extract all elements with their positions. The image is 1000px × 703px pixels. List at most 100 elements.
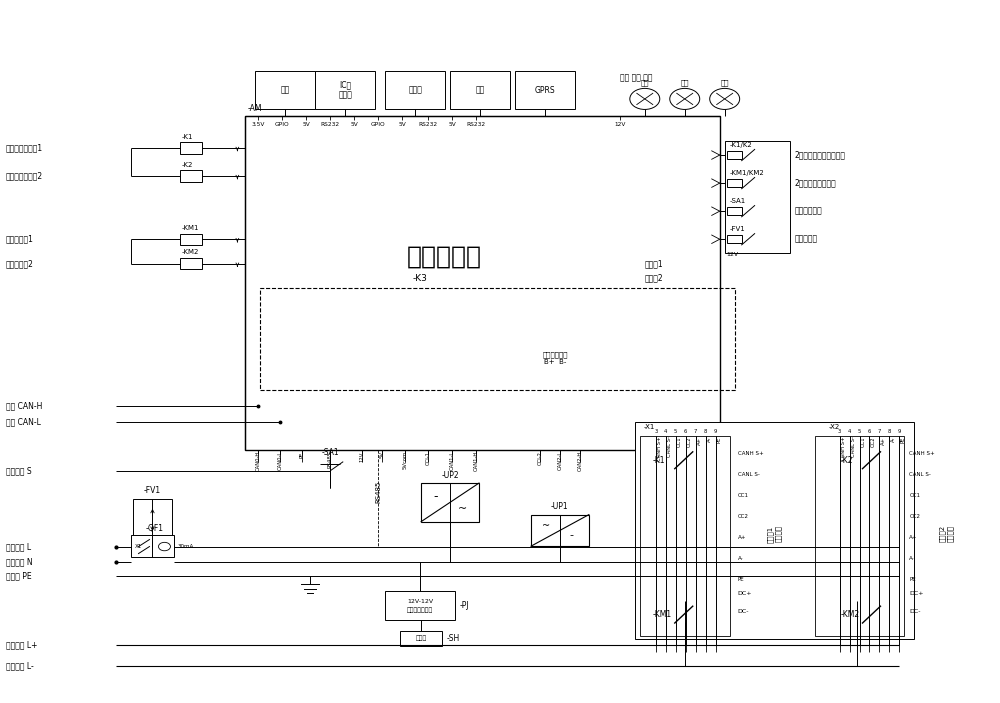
Bar	[255, 71, 315, 110]
Bar	[385, 71, 445, 110]
Text: -KM2: -KM2	[841, 610, 860, 619]
Text: PE: PE	[738, 577, 744, 582]
Text: -FV1: -FV1	[144, 486, 161, 496]
Text: 充电口1
输出插座: 充电口1 输出插座	[768, 525, 782, 543]
Bar	[180, 171, 202, 181]
Text: 9: 9	[714, 430, 717, 434]
Text: -X1: -X1	[644, 424, 655, 430]
Text: 5V: 5V	[302, 122, 310, 127]
Text: A-: A-	[909, 556, 915, 561]
Text: CCI-2: CCI-2	[537, 451, 542, 465]
Text: 3: 3	[838, 430, 841, 434]
Text: 智能控制器: 智能控制器	[407, 245, 482, 269]
Text: A+: A+	[909, 535, 918, 540]
Text: X1: X1	[135, 544, 142, 549]
Text: 5: 5	[674, 430, 677, 434]
Text: 液晶: 液晶	[281, 86, 290, 95]
Text: CANH S+: CANH S+	[841, 437, 846, 461]
Text: PE: PE	[909, 577, 916, 582]
Text: 4: 4	[848, 430, 851, 434]
Text: -AM: -AM	[247, 104, 262, 113]
Text: GPIO: GPIO	[275, 122, 290, 127]
Bar	[385, 591, 455, 619]
Text: 直流接触器2: 直流接触器2	[6, 259, 34, 269]
Text: CC1: CC1	[909, 493, 920, 498]
Text: CAN0-H: CAN0-H	[256, 451, 261, 472]
Text: 8: 8	[704, 430, 707, 434]
Text: 充电口2
输出插座: 充电口2 输出插座	[939, 525, 953, 543]
Text: 防雷器回采: 防雷器回采	[795, 235, 818, 244]
Text: 直流接触器1: 直流接触器1	[6, 235, 34, 244]
Bar	[664, 449, 711, 619]
Text: -SA1: -SA1	[321, 448, 339, 457]
Bar	[245, 117, 720, 450]
Text: RS485: RS485	[375, 481, 381, 503]
Text: 电源 充电 故障: 电源 充电 故障	[620, 74, 652, 83]
Text: 急停控制 S: 急停控制 S	[6, 466, 31, 475]
Text: PE: PE	[900, 437, 905, 443]
Text: 直流正极 L+: 直流正极 L+	[6, 640, 37, 650]
Text: CAN1-L: CAN1-L	[450, 451, 455, 470]
Text: CC2: CC2	[909, 514, 920, 519]
Bar	[515, 71, 575, 110]
Bar	[727, 151, 742, 160]
Text: 电池兼性确认
B+  B-: 电池兼性确认 B+ B-	[542, 352, 568, 366]
Text: DC+: DC+	[738, 591, 752, 596]
Text: CC2: CC2	[738, 514, 749, 519]
Text: A+: A+	[880, 437, 885, 444]
Bar	[727, 235, 742, 243]
Text: 电源: 电源	[641, 79, 649, 86]
Text: -KM2: -KM2	[181, 250, 199, 255]
Text: CAN0-L: CAN0-L	[278, 451, 283, 470]
Text: 2路辅助控制继电器回采: 2路辅助控制继电器回采	[795, 150, 846, 160]
Text: 2路直流接触器回采: 2路直流接触器回采	[795, 179, 836, 188]
Text: -SH: -SH	[447, 634, 460, 643]
Text: CANH S+: CANH S+	[738, 451, 763, 456]
Bar	[400, 631, 442, 646]
Text: 5V: 5V	[380, 451, 385, 458]
Text: RS232: RS232	[466, 122, 486, 127]
Text: A-: A-	[738, 556, 743, 561]
Text: CC1: CC1	[677, 437, 682, 447]
Bar	[830, 445, 888, 623]
Bar	[260, 288, 735, 390]
Text: DC-: DC-	[909, 609, 921, 614]
Bar	[133, 499, 172, 541]
Text: -PJ: -PJ	[460, 601, 470, 610]
Text: PE: PE	[717, 437, 722, 443]
Bar	[646, 437, 729, 631]
Text: -K2: -K2	[181, 162, 193, 168]
Text: -KM1: -KM1	[181, 225, 199, 231]
Text: CAN2-H: CAN2-H	[577, 451, 582, 472]
Bar	[531, 515, 589, 546]
Text: CANL S-: CANL S-	[738, 472, 760, 477]
Text: 5V: 5V	[448, 122, 456, 127]
Text: 电子锁2: 电子锁2	[645, 273, 663, 283]
Text: -K1/K2: -K1/K2	[730, 142, 752, 148]
Text: -SA1: -SA1	[730, 198, 746, 204]
Text: -FV1: -FV1	[730, 226, 745, 232]
Text: 3.5V: 3.5V	[252, 122, 265, 127]
Text: -: -	[570, 530, 574, 541]
Text: DC+: DC+	[909, 591, 924, 596]
Text: 12V-12V: 12V-12V	[407, 600, 433, 605]
Text: -K2: -K2	[841, 456, 853, 465]
Text: 5V: 5V	[350, 122, 358, 127]
Text: -: -	[434, 490, 438, 503]
Text: 5V: 5V	[398, 122, 406, 127]
Bar	[727, 179, 742, 187]
Bar	[670, 453, 705, 614]
Bar	[815, 436, 904, 636]
Text: CC1: CC1	[860, 437, 865, 447]
Text: 辅助控制继电器2: 辅助控制继电器2	[6, 172, 43, 181]
Text: -K1: -K1	[653, 456, 665, 465]
Text: 通信 CAN-L: 通信 CAN-L	[6, 417, 41, 426]
Text: 通信 CAN-H: 通信 CAN-H	[6, 401, 42, 411]
Bar	[836, 449, 882, 619]
Text: 7: 7	[878, 430, 881, 434]
Text: CANL S-: CANL S-	[667, 437, 672, 457]
Text: 8: 8	[888, 430, 891, 434]
Text: -KM1/KM2: -KM1/KM2	[730, 170, 764, 176]
Text: A-: A-	[890, 437, 895, 441]
Text: 充电: 充电	[680, 79, 689, 86]
